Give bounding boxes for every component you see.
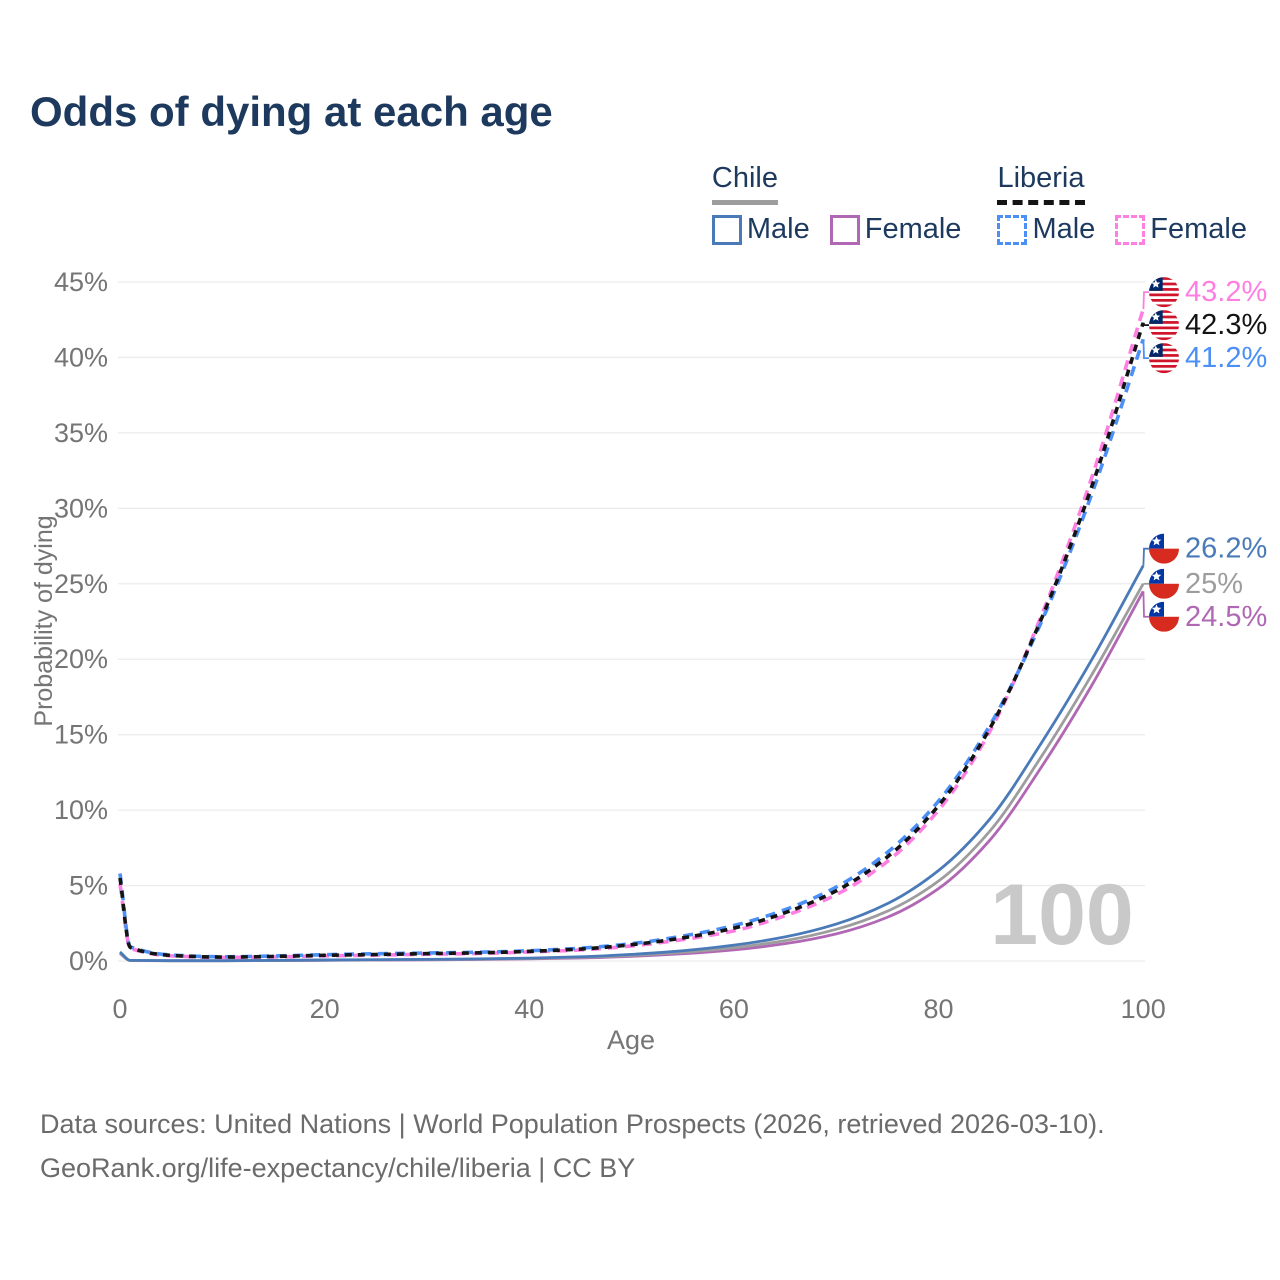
- liberia-line-style-icon: [997, 200, 1085, 205]
- y-tick-label: 35%: [54, 418, 108, 448]
- legend-group-chile: Chile Male Female: [711, 162, 962, 246]
- legend-group-liberia: Liberia Male Female: [997, 162, 1247, 246]
- footer: Data sources: United Nations | World Pop…: [40, 1102, 1105, 1190]
- label-leader-line: [1142, 291, 1149, 310]
- legend-country-label: Liberia: [997, 162, 1085, 194]
- y-tick-label: 10%: [54, 795, 108, 825]
- chile-line-style-icon: [711, 200, 778, 205]
- end-value-label: 42.3%: [1185, 309, 1267, 341]
- legend-country-label: Chile: [711, 162, 778, 194]
- attribution-text: GeoRank.org/life-expectancy/chile/liberi…: [40, 1153, 636, 1183]
- end-value-label: 25%: [1185, 568, 1243, 600]
- x-tick-label: 100: [1121, 994, 1166, 1024]
- series-line-chile-male: [119, 564, 1145, 963]
- end-value-label: 43.2%: [1185, 276, 1267, 308]
- x-axis-title: Age: [607, 1025, 655, 1055]
- legend-item-liberia-male[interactable]: Male: [997, 213, 1095, 246]
- x-tick-label: 0: [112, 994, 127, 1024]
- legend: Chile Male Female Liberia: [711, 162, 1247, 246]
- legend-country-liberia[interactable]: Liberia: [997, 162, 1085, 205]
- mortality-line-chart: 0% 5% 10% 15% 20% 25% 30% 35% 40% 45% 0 20 40 60 80 100…: [30, 267, 1267, 1055]
- liberia-female-swatch-icon: [1115, 214, 1146, 245]
- y-tick-label: 25%: [54, 569, 108, 599]
- legend-item-label: Female: [1150, 213, 1247, 245]
- star-icon: [1151, 312, 1161, 321]
- y-tick-label: 40%: [54, 342, 108, 372]
- star-icon: [1151, 571, 1162, 581]
- page-title: Odds of dying at each age: [30, 88, 553, 135]
- legend-items-liberia: Male Female: [997, 213, 1247, 246]
- age-watermark: 100: [990, 867, 1134, 963]
- end-value-label: 24.5%: [1185, 601, 1267, 633]
- liberia-male-swatch-icon: [997, 214, 1028, 245]
- y-tick-label: 5%: [69, 871, 108, 901]
- y-tick-label: 0%: [69, 946, 108, 976]
- star-icon: [1151, 604, 1162, 614]
- x-tick-label: 40: [514, 994, 544, 1024]
- liberia-flag-icon: [1149, 343, 1179, 374]
- series-line-liberia-female: [118, 308, 1145, 960]
- series-line-liberia-male: [118, 338, 1145, 959]
- label-leader-line: [1142, 591, 1149, 618]
- y-tick-label: 45%: [54, 267, 108, 297]
- chile-female-swatch-icon: [829, 214, 860, 245]
- data-sources-text: Data sources: United Nations | World Pop…: [40, 1109, 1105, 1139]
- star-icon: [1151, 536, 1162, 546]
- y-tick-label: 20%: [54, 644, 108, 674]
- legend-item-chile-female[interactable]: Female: [829, 213, 962, 246]
- legend-item-liberia-female[interactable]: Female: [1115, 213, 1247, 246]
- legend-country-chile[interactable]: Chile: [711, 162, 778, 205]
- liberia-flag-icon: [1149, 310, 1179, 341]
- chile-flag-icon: [1149, 601, 1179, 632]
- x-tick-label: 80: [924, 994, 954, 1024]
- label-leader-line: [1142, 547, 1149, 566]
- series-line-liberia-both: [118, 322, 1145, 959]
- legend-item-label: Male: [1032, 213, 1096, 245]
- y-tick-label: 15%: [54, 720, 108, 750]
- chile-flag-icon: [1149, 568, 1179, 599]
- x-tick-label: 60: [719, 994, 749, 1024]
- chile-flag-icon: [1149, 533, 1179, 564]
- legend-item-chile-male[interactable]: Male: [711, 213, 810, 246]
- legend-items-chile: Male Female: [711, 213, 962, 246]
- end-value-label: 26.2%: [1185, 533, 1267, 565]
- end-value-label: 41.2%: [1185, 342, 1267, 374]
- label-leader-line: [1142, 339, 1149, 360]
- legend-item-label: Female: [864, 213, 962, 245]
- x-tick-label: 20: [310, 994, 340, 1024]
- star-icon: [1151, 279, 1161, 288]
- label-leader-line: [1142, 322, 1149, 327]
- liberia-flag-icon: [1149, 277, 1179, 308]
- y-axis-title: Probability of dying: [30, 515, 58, 726]
- y-tick-label: 30%: [54, 493, 108, 523]
- star-icon: [1151, 345, 1161, 354]
- legend-item-label: Male: [746, 213, 810, 245]
- chile-male-swatch-icon: [711, 214, 742, 245]
